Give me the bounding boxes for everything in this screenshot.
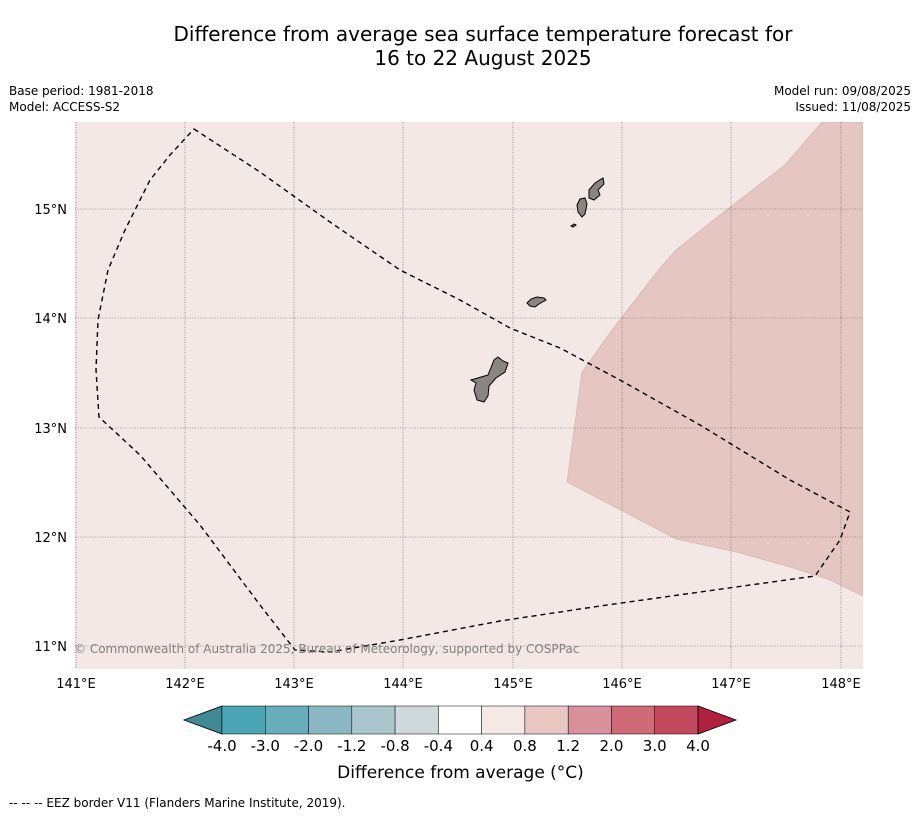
colorbar-tick-label: -0.4 — [424, 737, 453, 755]
lon-tick-label: 145°E — [493, 677, 533, 692]
colorbar-tick-label: 2.0 — [600, 737, 624, 755]
eez-border — [95, 128, 851, 653]
eez-legend: -- -- -- EEZ border V11 (Flanders Marine… — [9, 796, 346, 810]
lon-tick-label: 142°E — [165, 677, 205, 692]
colorbar-tick-label: -0.8 — [380, 737, 409, 755]
lat-tick-label: 14°N — [34, 312, 67, 327]
chart-title: Difference from average sea surface temp… — [0, 22, 919, 70]
colorbar-box — [308, 705, 353, 735]
lat-tick-label: 12°N — [34, 531, 67, 546]
saipan-island — [588, 177, 605, 201]
lon-tick-label: 141°E — [56, 677, 96, 692]
colorbar-tick-label: 0.4 — [470, 737, 494, 755]
lat-tick-label: 13°N — [34, 422, 67, 437]
colorbar-box — [394, 705, 439, 735]
latitude-ticks: 15°N 14°N 13°N 12°N 11°N — [34, 203, 67, 655]
lat-tick-label: 11°N — [34, 640, 67, 655]
base-period: Base period: 1981-2018 — [9, 84, 154, 98]
colorbar-box — [654, 705, 699, 735]
meta-right: Model run: 09/08/2025 Issued: 11/08/2025 — [774, 83, 911, 115]
colorbar-tick-label: -1.2 — [337, 737, 366, 755]
colorbar-box — [221, 705, 266, 735]
lon-tick-label: 147°E — [711, 677, 751, 692]
colorbar-tick-label: 0.8 — [513, 737, 537, 755]
title-line-2: 16 to 22 August 2025 — [374, 46, 592, 70]
colorbar: -4.0 -3.0 -2.0 -1.2 -0.8 -0.4 0.4 0.8 1.2 2.0 3.0 4… — [182, 705, 738, 755]
model-name: Model: ACCESS-S2 — [9, 100, 121, 114]
gridlines — [75, 122, 863, 669]
colorbar-box — [611, 705, 655, 735]
issued-date: Issued: 11/08/2025 — [795, 100, 911, 114]
title-line-1: Difference from average sea surface temp… — [173, 22, 793, 46]
rota-island — [526, 296, 547, 308]
colorbar-extend-low — [182, 705, 223, 735]
aguijan-island — [570, 223, 577, 228]
lon-tick-label: 143°E — [274, 677, 314, 692]
colorbar-box — [438, 705, 482, 735]
colorbar-box — [567, 705, 612, 735]
lon-tick-label: 148°E — [821, 677, 861, 692]
colorbar-tick-label: -4.0 — [207, 737, 236, 755]
colorbar-tick-label: -2.0 — [294, 737, 323, 755]
copyright-text: © Commonwealth of Australia 2025, Bureau… — [74, 642, 579, 656]
guam-island — [469, 356, 509, 403]
longitude-ticks: 141°E 142°E 143°E 144°E 145°E 146°E 147°E 148°E — [56, 677, 861, 692]
colorbar-tick-label: 4.0 — [686, 737, 710, 755]
colorbar-extend-high — [697, 705, 738, 735]
lat-tick-label: 15°N — [34, 203, 67, 218]
warm-anomaly-zone — [566, 122, 863, 597]
lon-tick-label: 144°E — [383, 677, 423, 692]
colorbar-tick-label: 1.2 — [556, 737, 580, 755]
meta-left: Base period: 1981-2018 Model: ACCESS-S2 — [9, 83, 154, 115]
lon-tick-label: 146°E — [602, 677, 642, 692]
model-run: Model run: 09/08/2025 — [773, 84, 911, 98]
colorbar-label: Difference from average (°C) — [337, 763, 584, 783]
colorbar-tick-label: 3.0 — [643, 737, 667, 755]
land-masses — [469, 177, 605, 403]
colorbar-tick-label: -3.0 — [251, 737, 280, 755]
colorbar-box — [524, 705, 569, 735]
colorbar-box — [265, 705, 309, 735]
colorbar-box — [481, 705, 526, 735]
colorbar-box — [351, 705, 396, 735]
tinian-island — [576, 197, 588, 218]
